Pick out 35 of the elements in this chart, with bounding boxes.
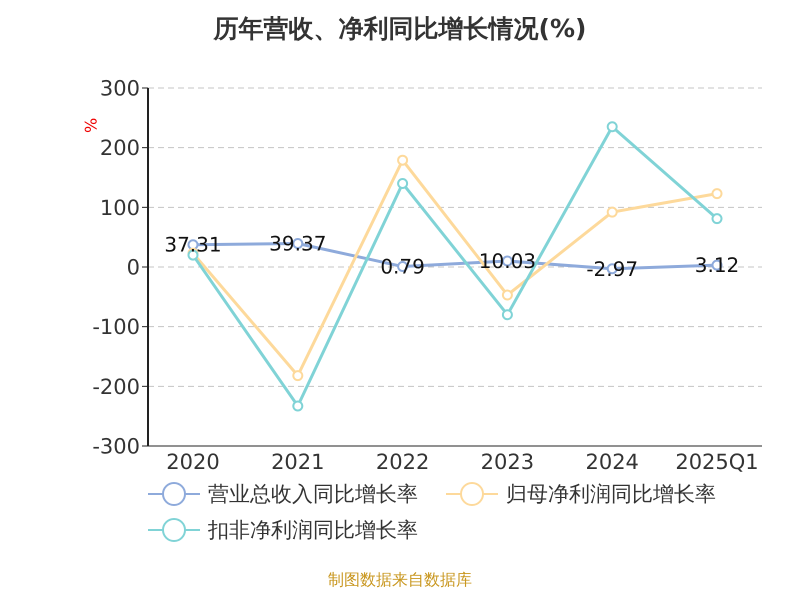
data-label: 3.12: [694, 253, 740, 278]
point: [712, 213, 722, 224]
data-label: 0.79: [380, 254, 425, 279]
point: [606, 121, 618, 132]
x-tick-label: 2024: [585, 450, 639, 474]
point: [502, 309, 513, 320]
text: 制图数据来自数据库: [327, 570, 473, 591]
y-axis-title: %: [81, 118, 100, 133]
chart-title: 历年营收、净利同比增长情况(%): [212, 13, 588, 45]
point: [397, 154, 408, 166]
y-tick-label: -200: [92, 374, 140, 399]
y-tick-label: 200: [100, 136, 140, 160]
x-tick-label: 2025Q1: [675, 450, 759, 474]
x-tick-label: 2020: [166, 450, 220, 474]
point: [606, 206, 618, 218]
data-label: -2.97: [586, 256, 638, 281]
point: [292, 370, 304, 382]
x-tick-label: 2022: [376, 450, 430, 474]
y-tick-label: 300: [100, 76, 140, 100]
legend-label: 归母净利润同比增长率: [506, 481, 716, 508]
point: [712, 188, 722, 200]
y-tick-label: 0: [126, 255, 140, 280]
x-tick-label: 2023: [480, 450, 534, 474]
y-tick-label: 100: [100, 196, 140, 220]
data-label: 10.03: [478, 249, 536, 274]
point: [397, 178, 408, 189]
y-tick-label: -300: [92, 434, 140, 458]
legend-label: 营业总收入同比增长率: [208, 481, 418, 508]
legend-label: 扣非净利润同比增长率: [208, 517, 418, 544]
y-tick-label: -100: [92, 315, 140, 340]
x-tick-label: 2021: [271, 450, 325, 474]
point: [292, 400, 304, 412]
data-label: 37.31: [164, 232, 222, 257]
data-label: 39.37: [269, 232, 326, 256]
point: [502, 290, 513, 301]
